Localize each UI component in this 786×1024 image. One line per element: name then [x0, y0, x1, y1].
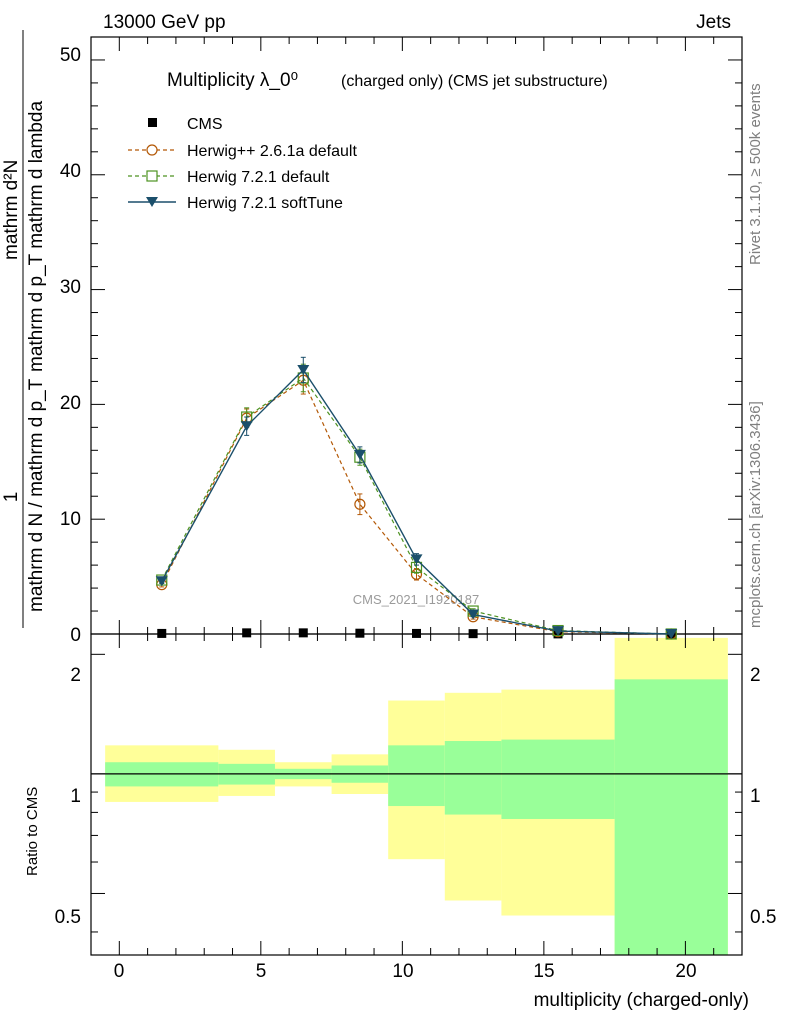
x-tick-label-15: 15	[533, 961, 554, 982]
y-label-frac-numerator: mathrm d²N	[1, 160, 22, 260]
legend-label-herwig721: Herwig 7.2.1 default	[187, 169, 330, 186]
point-cms-0	[157, 628, 167, 638]
ratio-y-tick-label-2-right: 2	[750, 665, 761, 686]
process-label: Jets	[696, 12, 731, 33]
y-tick-label-40: 40	[60, 161, 81, 182]
ratio-y-tick-label-1-right: 1	[750, 786, 761, 807]
y-tick-label-30: 30	[60, 277, 81, 298]
legend-marker-herwig721	[146, 170, 158, 182]
rivet-version-label: Rivet 3.1.10, ≥ 500k events	[747, 83, 764, 265]
main-y-axis-label: 1 mathrm d N / mathrm d p_T mathrm d²N m…	[1, 30, 47, 628]
point-cms-5	[468, 629, 478, 639]
plot-title-main: Multiplicity λ_0⁰	[167, 70, 298, 91]
series-layer	[155, 356, 678, 640]
ratio-y-axis-label: Ratio to CMS	[24, 787, 41, 876]
ratio-uncertainty-bands	[105, 637, 728, 955]
legend: CMS Herwig++ 2.6.1a default Herwig 7.2.1…	[128, 116, 357, 212]
mcplots-label: mcplots.cern.ch [arXiv:1306.3436]	[747, 401, 764, 628]
ratio-band-inner-5	[444, 741, 502, 815]
y-tick-label-0: 0	[70, 625, 81, 646]
point-softtune-1	[240, 421, 253, 432]
legend-entry-herwig721: Herwig 7.2.1 default	[128, 169, 330, 186]
point-softtune-2	[297, 364, 310, 375]
y-label-prefactor: 1	[1, 492, 22, 503]
legend-label-cms: CMS	[187, 116, 223, 133]
point-softtune-7	[665, 629, 678, 639]
y-tick-label-20: 20	[60, 393, 81, 414]
y-label-frac-denominator: mathrm d p_T mathrm d lambda	[26, 101, 47, 372]
point-cms-2	[298, 628, 308, 638]
y-tick-label-10: 10	[60, 509, 81, 530]
legend-marker-softtune	[146, 197, 158, 207]
legend-label-herwigpp: Herwig++ 2.6.1a default	[187, 143, 357, 160]
point-cms-1	[242, 628, 252, 638]
main-plot-ticks	[90, 36, 743, 635]
series-line-herwigpp	[161, 379, 672, 635]
ratio-band-inner-6	[501, 739, 615, 819]
ratio-y-tick-labels: 2 1 0.5 2 1 0.5	[55, 665, 777, 928]
analysis-watermark: CMS_2021_I1920187	[353, 592, 480, 607]
series-line-herwig721	[161, 377, 672, 635]
y-tick-label-50: 50	[60, 45, 81, 66]
plot-title-sub: (charged only) (CMS jet substructure)	[341, 73, 608, 90]
ratio-y-tick-label-0-5: 0.5	[55, 907, 81, 928]
ratio-band-inner-4	[388, 745, 445, 807]
plot-title: Multiplicity λ_0⁰ (charged only) (CMS je…	[167, 70, 608, 91]
legend-marker-herwigpp	[146, 144, 158, 156]
ratio-plot-ticks	[90, 634, 743, 955]
legend-marker-cms	[148, 118, 157, 127]
x-tick-label-5: 5	[256, 961, 267, 982]
series-line-softtune	[161, 368, 672, 635]
x-tick-label-10: 10	[392, 961, 413, 982]
ratio-y-tick-label-2: 2	[70, 665, 81, 686]
point-softtune-6	[552, 626, 565, 637]
main-y-tick-labels: 50 40 30 20 10 0	[60, 45, 81, 646]
point-cms-3	[355, 628, 365, 638]
point-softtune-3	[353, 449, 366, 460]
legend-entry-softtune: Herwig 7.2.1 softTune	[128, 195, 343, 212]
x-tick-labels: 0 5 10 15 20	[114, 961, 697, 982]
point-softtune-4	[410, 554, 423, 565]
ratio-band-inner-7	[614, 679, 728, 955]
x-tick-label-0: 0	[114, 961, 125, 982]
collision-energy-label: 13000 GeV pp	[103, 12, 226, 33]
y-label-denominator: mathrm d N / mathrm d p_T	[26, 378, 47, 612]
legend-entry-cms: CMS	[148, 116, 223, 133]
point-softtune-0	[155, 576, 168, 587]
legend-entry-herwigpp: Herwig++ 2.6.1a default	[128, 143, 357, 160]
x-tick-label-20: 20	[675, 961, 696, 982]
x-axis-label: multiplicity (charged-only)	[534, 990, 749, 1011]
point-cms-4	[412, 628, 421, 638]
ratio-y-tick-label-1: 1	[70, 786, 81, 807]
legend-label-softtune: Herwig 7.2.1 softTune	[187, 195, 343, 212]
point-softtune-5	[467, 609, 480, 620]
point-herwigpp-3	[354, 498, 366, 510]
ratio-y-tick-label-0-5-right: 0.5	[750, 907, 776, 928]
